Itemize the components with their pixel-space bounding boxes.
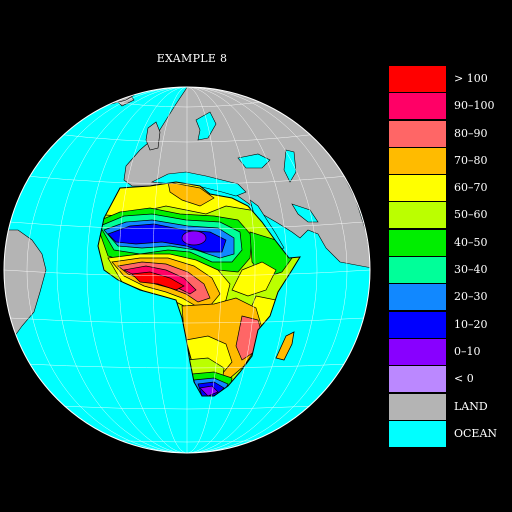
legend-row: 20–30 — [389, 284, 509, 311]
legend-swatch — [389, 257, 446, 284]
legend-row: 60–70 — [389, 175, 509, 202]
legend-label: 60–70 — [454, 181, 488, 195]
legend-label: OCEAN — [454, 426, 498, 440]
graticule — [4, 87, 370, 453]
legend-swatch — [389, 120, 446, 147]
legend-label: 30–40 — [454, 263, 488, 277]
black-sea — [237, 153, 271, 169]
baltic-sea — [195, 111, 217, 141]
legend-row: 30–40 — [389, 257, 509, 284]
land-madagascar — [275, 331, 295, 361]
legend-swatch — [389, 66, 446, 92]
legend-row: 10–20 — [389, 311, 509, 339]
legend-row: 50–60 — [389, 202, 509, 229]
legend-swatch — [389, 338, 446, 365]
legend-swatch — [389, 175, 446, 202]
map-title: EXAMPLE 8 — [156, 52, 228, 65]
legend-label: 90–100 — [454, 99, 495, 113]
legend-label: 50–60 — [454, 208, 488, 222]
legend-row: 70–80 — [389, 147, 509, 175]
africa-outline — [97, 181, 301, 397]
legend-label: 10–20 — [454, 317, 488, 331]
legend-swatch — [389, 147, 446, 174]
legend-row: < 0 — [389, 366, 509, 393]
legend-swatch — [389, 420, 446, 447]
legend-swatch — [389, 229, 446, 256]
legend-swatch — [389, 366, 446, 393]
legend-label: 20–30 — [454, 290, 488, 304]
legend-row: 90–100 — [389, 93, 509, 120]
legend-row: LAND — [389, 393, 509, 421]
legend-swatch — [389, 93, 446, 120]
land-britain — [145, 121, 161, 151]
legend-label: 0–10 — [454, 344, 481, 358]
legend-label: 70–80 — [454, 153, 488, 167]
legend-row: 40–50 — [389, 229, 509, 257]
legend-swatch — [389, 393, 446, 420]
legend-swatch — [389, 311, 446, 338]
legend-label: > 100 — [454, 72, 488, 85]
legend-row: 80–90 — [389, 120, 509, 148]
legend: > 100 90–100 80–90 70–80 60–70 50–60 40–50 30–4… — [389, 66, 509, 448]
legend-label: 80–90 — [454, 126, 488, 140]
legend-label: 40–50 — [454, 235, 488, 249]
legend-row: > 100 — [389, 66, 509, 93]
legend-label: < 0 — [454, 372, 474, 386]
legend-label: LAND — [454, 399, 488, 413]
legend-row: OCEAN — [389, 420, 509, 448]
caspian-sea — [283, 149, 297, 183]
legend-swatch — [389, 284, 446, 311]
legend-row: 0–10 — [389, 338, 509, 366]
legend-swatch — [389, 202, 446, 229]
